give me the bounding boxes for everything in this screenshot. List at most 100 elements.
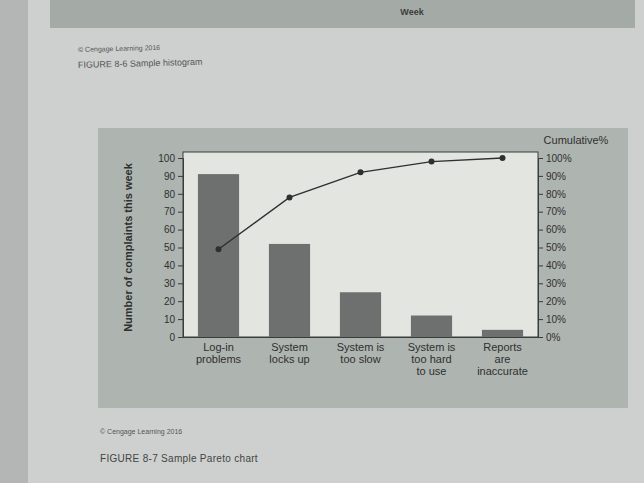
tick-label: 40%: [546, 260, 566, 271]
bar: [269, 244, 310, 337]
axis-line: [539, 159, 544, 338]
tick: 20: [164, 296, 183, 307]
credit: © Cengage Learning 2016: [78, 44, 161, 54]
axis-title: Number of complaints this week: [122, 162, 134, 332]
tick: 0: [169, 332, 183, 343]
tick-mark: [538, 337, 543, 338]
page: Week © Cengage Learning 2016 FIGURE 8-6 Sa…: [0, 0, 644, 483]
tick-label: 20: [164, 296, 176, 307]
bar: [482, 330, 523, 337]
tick: 50%: [538, 242, 566, 253]
tick-label: 100: [158, 153, 175, 164]
caption: FIGURE 8-6 Sample histogram: [78, 57, 203, 70]
tick-mark: [538, 248, 543, 249]
tick: System istoo hardto use: [408, 337, 456, 377]
tick-mark: [178, 337, 183, 338]
tick: 30%: [538, 278, 566, 289]
tick: 60%: [538, 224, 566, 235]
tick: 90%: [538, 171, 566, 182]
tick-mark: [538, 230, 543, 231]
tick-label: Reportsareinaccurate: [477, 341, 528, 377]
tick: 10%: [538, 314, 566, 325]
tick: 100: [158, 153, 183, 164]
tick-label: 80%: [546, 189, 566, 200]
tick-mark: [178, 230, 183, 231]
tick: 0%: [538, 332, 561, 343]
plot-area: [183, 152, 538, 337]
tick-label: 30%: [546, 278, 566, 289]
tick-label: 80: [164, 189, 176, 200]
bar: [340, 292, 381, 337]
axis-title: Cumulative%: [544, 134, 609, 146]
tick-mark: [538, 301, 543, 302]
tick-label: 60%: [546, 224, 566, 235]
tick-label: 0: [169, 332, 175, 343]
tick-mark: [538, 319, 543, 320]
tick: 70: [164, 206, 183, 217]
tick: Reportsareinaccurate: [477, 337, 528, 377]
tick-label: System istoo hardto use: [408, 341, 456, 377]
page-edge: [0, 0, 28, 483]
y2-axis: 0% 10% 20% 30% 40% 50% 60% 70% 80% 90% 100%: [538, 153, 572, 343]
tick-mark: [178, 301, 183, 302]
tick: 10: [164, 314, 183, 325]
y-axis: 0 10 20 30 40 50 60 70 80 90 100: [158, 153, 183, 343]
tick: 50: [164, 242, 183, 253]
tick-label: Log-inproblems: [196, 341, 242, 365]
tick-label: 90: [164, 171, 176, 182]
tick: 80%: [538, 189, 566, 200]
tick: 90: [164, 171, 183, 182]
tick-mark: [538, 283, 543, 284]
tick: 40: [164, 260, 183, 271]
tick-label: System istoo slow: [337, 341, 385, 365]
credit: © Cengage Learning 2016: [100, 428, 182, 436]
tick-label: 30: [164, 278, 176, 289]
tick-label: 70%: [546, 206, 566, 217]
tick-mark: [178, 265, 183, 266]
tick-mark: [538, 194, 543, 195]
tick-label: 10: [164, 314, 176, 325]
tick-label: 50: [164, 242, 176, 253]
axis-title: Week: [400, 7, 424, 17]
tick-mark: [178, 248, 183, 249]
tick-label: 50%: [546, 242, 566, 253]
tick-label: 40: [164, 260, 176, 271]
tick-mark: [178, 283, 183, 284]
tick-mark: [178, 158, 183, 159]
tick-mark: [178, 176, 183, 177]
tick: 60: [164, 224, 183, 235]
chart-panel: [98, 128, 628, 408]
tick-label: 100%: [546, 153, 572, 164]
tick: 70%: [538, 206, 566, 217]
tick: 20%: [538, 296, 566, 307]
tick-mark: [538, 176, 543, 177]
tick: 40%: [538, 260, 566, 271]
marker: [500, 155, 506, 161]
tick: Log-inproblems: [196, 337, 242, 365]
marker: [358, 169, 364, 175]
tick: 30: [164, 278, 183, 289]
previous-figure: [50, 0, 635, 28]
tick-label: 90%: [546, 171, 566, 182]
tick-mark: [178, 319, 183, 320]
bar: [411, 316, 452, 337]
marker: [429, 159, 435, 165]
tick-mark: [538, 158, 543, 159]
tick-label: 0%: [546, 332, 561, 343]
tick-mark: [538, 265, 543, 266]
tick: System istoo slow: [337, 337, 385, 365]
marks: [198, 155, 523, 337]
tick-mark: [538, 212, 543, 213]
tick-label: 10%: [546, 314, 566, 325]
marker: [287, 194, 293, 200]
marker: [216, 246, 222, 252]
cumulative-line: [219, 158, 503, 249]
axis-line: [178, 159, 184, 338]
caption: FIGURE 8-7 Sample Pareto chart: [100, 453, 258, 464]
x-axis: Log-inproblemsSystemlocks upSystem istoo…: [184, 337, 539, 377]
bar: [198, 174, 239, 337]
tick-label: 60: [164, 224, 176, 235]
tick-label: 20%: [546, 296, 566, 307]
tick-label: 70: [164, 206, 176, 217]
tick-mark: [178, 194, 183, 195]
